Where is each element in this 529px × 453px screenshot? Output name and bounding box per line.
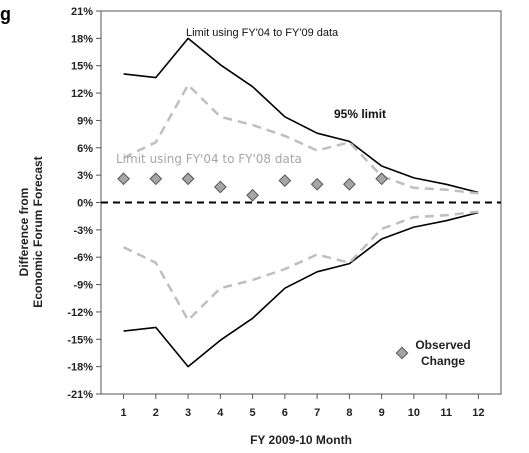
y-tick-label: -3% [73,225,93,237]
y-tick-label: 3% [77,170,93,182]
x-tick-label: 4 [217,407,224,419]
series-0-lower-line [123,211,479,368]
x-axis-ticks: 1 2 3 4 5 6 7 8 9 10 11 12 [121,394,485,419]
corner-label: g [0,4,11,24]
series-1-upper-line [123,83,479,195]
marker-layer [117,172,389,202]
legend-label-line-1: Observed [415,338,470,352]
observed-point-marker [375,172,389,186]
x-tick-label: 8 [346,407,352,419]
x-tick-label: 5 [250,407,256,419]
y-tick-label: -6% [73,252,93,264]
x-tick-label: 6 [282,407,288,419]
x-tick-label: 9 [379,407,385,419]
observed-point-marker [213,180,227,194]
observed-point-marker [149,172,163,186]
observed-point-marker [278,174,292,187]
y-tick-label: 15% [71,61,93,73]
annotation-limit-0409: Limit using FY'04 to FY'09 data [186,27,339,39]
y-tick-label: 18% [71,33,93,45]
y-tick-label: 6% [77,143,93,155]
series-0-upper-line [123,37,479,194]
y-tick-label: -21% [67,389,93,401]
series-1-lower-line [123,210,479,322]
y-axis-title-line-2: Economic Forum Forecast [31,156,45,307]
y-axis-ticks: 21% 18% 15% 12% 9% 6% 3% 0% -3% -6% -9% -12% -15% -18… [67,6,101,401]
y-tick-label: -12% [67,307,93,319]
y-tick-label: 9% [77,115,93,127]
legend-label-line-2: Change [421,354,465,368]
observed-point-marker [246,188,259,202]
y-axis-title-line-1: Difference from [17,188,31,277]
x-tick-label: 12 [472,407,484,419]
y-tick-label: -15% [67,334,93,346]
y-tick-label: 0% [77,198,93,210]
series-layer [123,37,479,368]
y-axis-title: Difference from Economic Forum Forecast [17,156,45,307]
x-tick-label: 3 [185,407,191,419]
y-tick-label: 21% [71,6,93,18]
y-tick-label: -18% [67,362,93,374]
x-tick-label: 11 [440,407,452,419]
plot-frame [100,10,502,395]
annotation-95-limit: 95% limit [334,107,386,121]
annotation-limit-0408: Limit using FY'04 to FY'08 data [116,152,302,166]
observed-point-marker [181,172,195,186]
observed-point-marker [343,177,356,191]
x-tick-label: 7 [314,407,320,419]
x-axis-title: FY 2009-10 Month [250,433,352,447]
x-tick-label: 2 [153,407,159,419]
observed-point-marker [310,177,324,191]
x-tick-label: 1 [121,407,127,419]
y-tick-label: 12% [71,88,93,100]
legend-marker [395,346,409,360]
y-tick-label: -9% [73,280,93,292]
x-tick-label: 10 [408,407,420,419]
legend: Observed Change [395,338,471,368]
observed-point-marker [117,172,130,186]
